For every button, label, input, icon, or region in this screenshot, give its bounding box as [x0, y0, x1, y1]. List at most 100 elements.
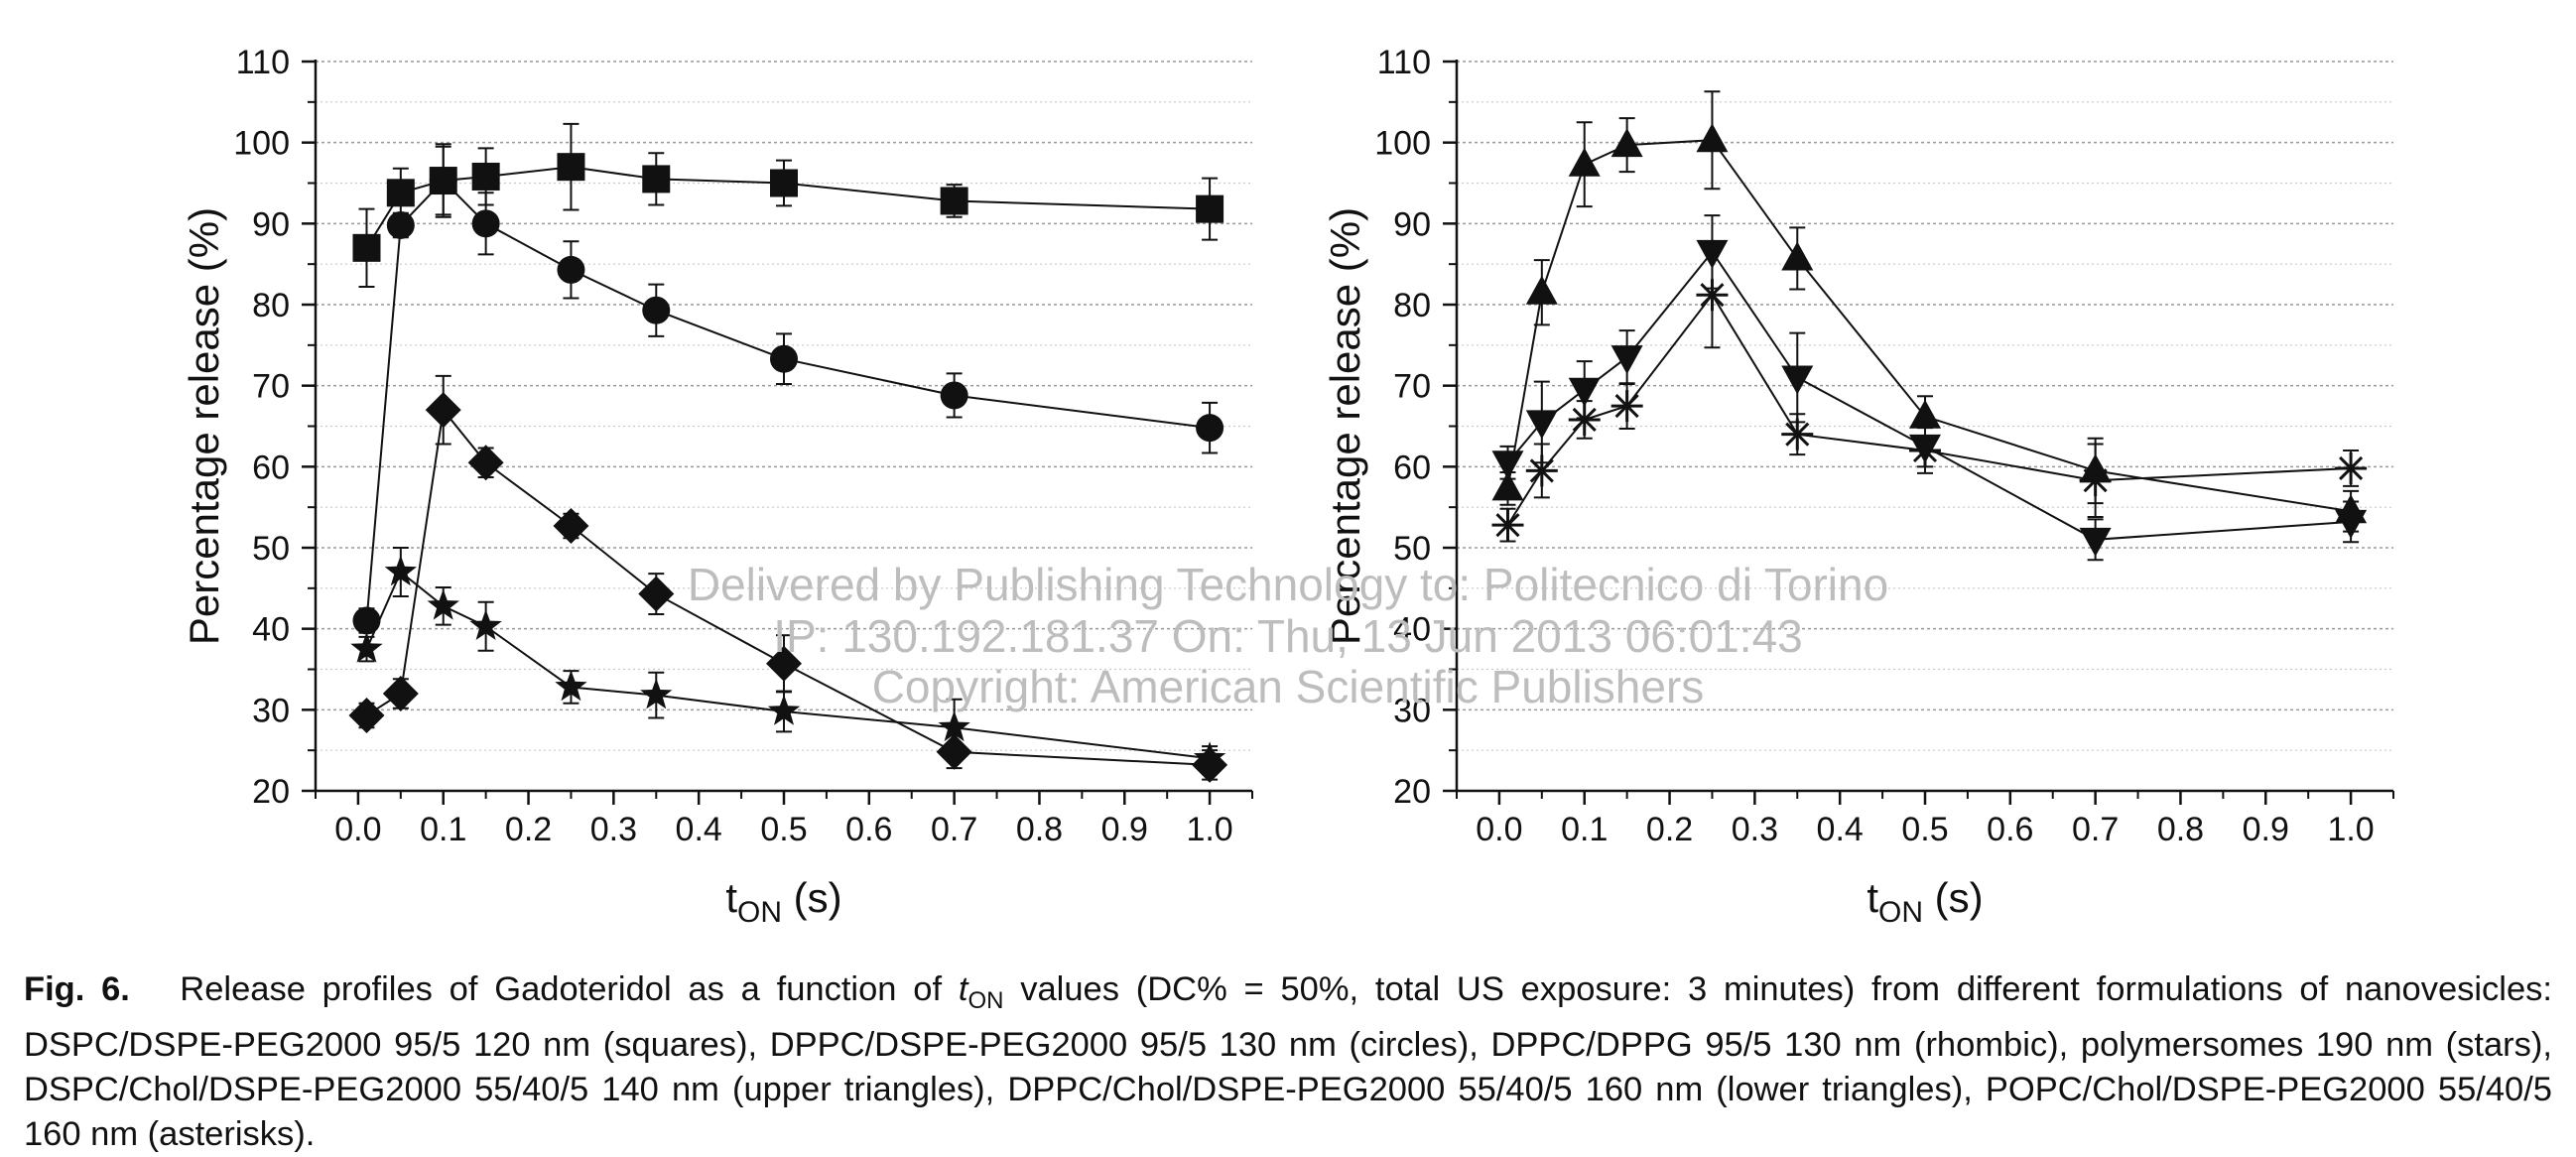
y-tick-label: 40	[252, 611, 290, 649]
x-tick-label: 0.3	[590, 811, 637, 848]
marker-square	[557, 153, 585, 182]
marker-star	[384, 555, 417, 586]
y-tick-label: 50	[1393, 530, 1431, 568]
x-ticks: 0.0 0.1 0.2 0.3 0.4 0.5 0.6 0.7 0.8 0.9 1.0	[315, 791, 1253, 848]
marker-circle	[352, 606, 381, 635]
marker-triangle-up	[1610, 128, 1643, 158]
marker-asterisk	[1696, 279, 1729, 312]
marker-asterisk	[1610, 390, 1643, 423]
y-tick-label: 90	[1393, 205, 1431, 243]
y-tick-label: 100	[1374, 125, 1431, 163]
marker-triangle-down	[1491, 450, 1524, 480]
marker-triangle-down	[1781, 365, 1814, 395]
marker-diamond	[638, 576, 675, 612]
x-tick-label: 0.1	[420, 811, 466, 848]
watermark-line-2: IP: 130.192.181.37 On: Thu, 13 Jun 2013 …	[773, 610, 1803, 662]
series-asterisk	[1491, 241, 2368, 543]
marker-square	[770, 169, 798, 197]
y-tick-label: 100	[233, 125, 290, 163]
asterisk-stroke	[1614, 394, 1639, 419]
series-triangle-up	[1491, 90, 2368, 533]
marker-triangle-up	[1696, 123, 1729, 153]
x-axis-title: tON (s)	[1867, 874, 1983, 929]
left-chart-panel: 20 30 40 50 60 70 80 90 100 110 0.0 0.1 0.2 0.3 0.4 0.5…	[181, 44, 1253, 929]
marker-diamond	[382, 676, 419, 711]
x-tick-label: 0.2	[505, 811, 552, 848]
watermark-line-3: Copyright: American Scientific Publisher…	[872, 661, 1705, 712]
x-tick-label: 0.5	[1901, 811, 1948, 848]
x-tick-label: 0.0	[1476, 811, 1522, 848]
x-tick-label: 0.5	[760, 811, 807, 848]
marker-square	[352, 233, 381, 262]
series-square	[352, 122, 1224, 289]
x-tick-label: 0.0	[334, 811, 381, 848]
caption-t-variable: t	[958, 970, 968, 1008]
x-tick-label: 0.4	[676, 811, 722, 848]
y-tick-label: 20	[252, 773, 290, 811]
y-tick-label: 20	[1393, 773, 1431, 811]
caption-label: Fig. 6.	[24, 970, 130, 1008]
marker-asterisk	[2335, 451, 2368, 484]
marker-asterisk	[2079, 464, 2112, 497]
asterisk-stroke	[1785, 422, 1810, 447]
asterisk-stroke	[2339, 455, 2364, 481]
marker-square	[471, 162, 500, 191]
y-tick-label: 80	[1393, 287, 1431, 324]
marker-star	[469, 609, 502, 640]
marker-star	[938, 710, 970, 742]
y-ticks: 20 30 40 50 60 70 80 90 100 110	[1374, 44, 1457, 811]
marker-triangle-up	[1781, 241, 1814, 271]
x-axis-title-unit: (s)	[1923, 874, 1984, 921]
asterisk-stroke	[1912, 438, 1938, 463]
watermark: Delivered by Publishing Technology to: P…	[688, 559, 1888, 712]
x-axis-title-sub: ON	[737, 896, 782, 929]
right-chart-panel: 20 30 40 50 60 70 80 90 100 110 0.0 0.1 0.2 0.3 0.4 0.5…	[1322, 44, 2394, 929]
asterisk-stroke	[1495, 513, 1520, 538]
y-tick-label: 80	[252, 287, 290, 324]
marker-triangle-up	[1909, 399, 1941, 429]
x-tick-label: 0.3	[1732, 811, 1778, 848]
marker-asterisk	[1781, 418, 1814, 450]
y-tick-label: 110	[236, 44, 290, 81]
y-tick-label: 90	[252, 205, 290, 243]
x-tick-label: 0.6	[1987, 811, 2033, 848]
x-tick-label: 0.9	[2243, 811, 2289, 848]
marker-asterisk	[1491, 509, 1524, 542]
marker-triangle-up	[1491, 471, 1524, 501]
marker-diamond	[553, 507, 589, 544]
marker-triangle-down	[1568, 377, 1601, 407]
x-tick-label: 0.4	[1817, 811, 1864, 848]
marker-triangle-up	[1568, 147, 1601, 177]
y-tick-label: 60	[1393, 449, 1431, 486]
y-tick-label: 110	[1377, 44, 1431, 81]
x-axis-title: tON (s)	[725, 874, 841, 929]
series-triangle-down	[1491, 214, 2368, 562]
asterisk-stroke	[1572, 407, 1597, 433]
marker-asterisk	[1525, 454, 1558, 487]
y-ticks: 20 30 40 50 60 70 80 90 100 110	[233, 44, 316, 811]
marker-triangle-down	[2335, 509, 2368, 539]
marker-circle	[429, 167, 457, 195]
marker-square	[642, 165, 671, 193]
x-tick-label: 0.8	[2157, 811, 2204, 848]
x-ticks: 0.0 0.1 0.2 0.3 0.4 0.5 0.6 0.7 0.8 0.9 1.0	[1456, 791, 2394, 848]
x-tick-label: 0.9	[1101, 811, 1148, 848]
marker-circle	[940, 381, 968, 410]
x-tick-label: 1.0	[2327, 811, 2374, 848]
marker-circle	[557, 255, 585, 284]
marker-diamond	[467, 445, 504, 481]
x-axis-title-var: t	[725, 874, 737, 921]
y-tick-label: 70	[252, 368, 290, 406]
asterisk-stroke	[2083, 468, 2108, 493]
marker-triangle-down	[1525, 410, 1558, 440]
marker-diamond	[425, 392, 461, 429]
marker-triangle-down	[1610, 345, 1643, 375]
marker-circle	[471, 209, 500, 238]
marker-asterisk	[1568, 403, 1601, 436]
marker-square	[1196, 194, 1224, 223]
marker-square	[386, 179, 415, 207]
x-tick-label: 0.6	[845, 811, 892, 848]
marker-circle	[770, 344, 798, 373]
x-tick-label: 1.0	[1186, 811, 1232, 848]
